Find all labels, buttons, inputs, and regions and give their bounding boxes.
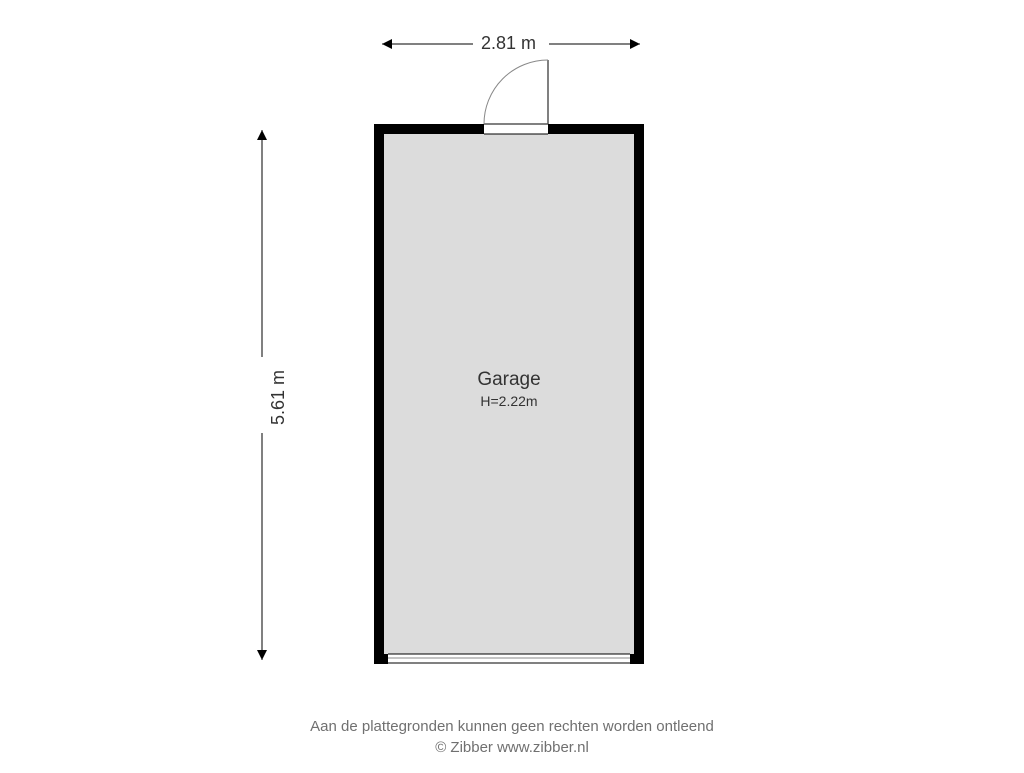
footer-line1: Aan de plattegronden kunnen geen rechten…: [310, 718, 714, 735]
room-label: Garage H=2.22m: [449, 369, 569, 409]
dimension-height-label: 5.61 m: [268, 370, 289, 425]
door-swing: [484, 60, 548, 124]
dimension-height: [257, 130, 267, 660]
room-name: Garage: [449, 369, 569, 391]
dimension-width-label: 2.81 m: [481, 33, 536, 54]
bottom-threshold: [388, 654, 630, 663]
floorplan-canvas: 2.81 m 5.61 m Garage H=2.22m Aan de plat…: [0, 0, 1024, 768]
footer-line2: © Zibber www.zibber.nl: [435, 739, 589, 756]
room-height-label: H=2.22m: [449, 393, 569, 409]
footer-disclaimer: Aan de plattegronden kunnen geen rechten…: [0, 716, 1024, 758]
